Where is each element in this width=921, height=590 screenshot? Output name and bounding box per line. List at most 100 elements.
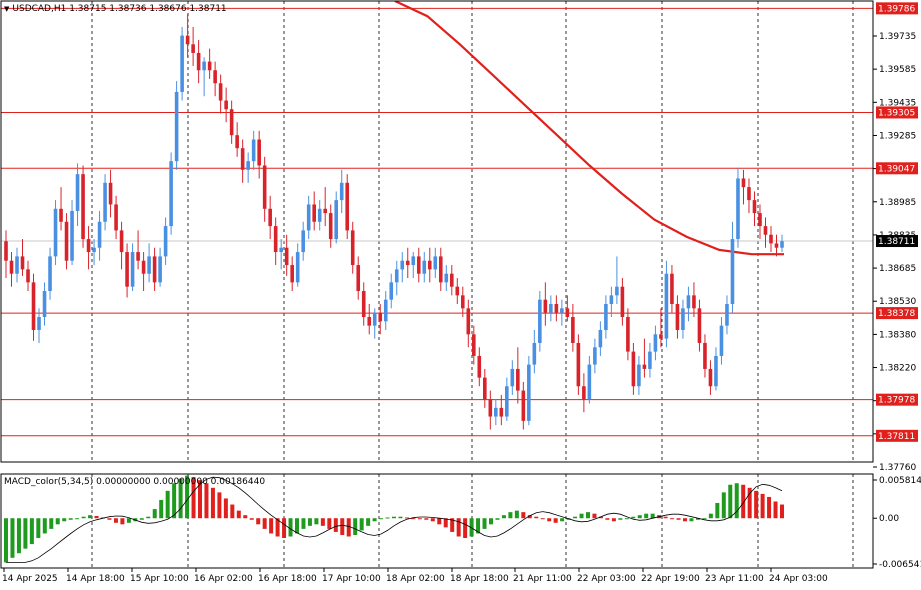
level-label-box xyxy=(876,106,918,119)
level-label-box xyxy=(876,2,918,15)
macd-bar xyxy=(767,496,772,519)
price-tick-label: 1.38530 xyxy=(879,297,916,307)
candle-body xyxy=(747,187,751,201)
candle-body xyxy=(108,182,113,205)
candle-body xyxy=(191,44,195,53)
candle-body xyxy=(224,100,228,110)
candle-body xyxy=(284,247,289,266)
price-panel-frame xyxy=(0,0,874,463)
price-tick-label: 1.38985 xyxy=(879,198,916,208)
dropdown-triangle-icon[interactable]: ▼ xyxy=(4,5,10,13)
candle-body xyxy=(631,351,636,387)
candle-body xyxy=(317,208,322,222)
macd-bar xyxy=(16,518,21,554)
macd-bar xyxy=(728,484,733,519)
symbol-header: ▼ USDCAD,H1 1.38715 1.38736 1.38676 1.387… xyxy=(4,4,227,14)
macd-bar xyxy=(42,518,47,534)
macd-bar xyxy=(94,515,99,519)
macd-bar xyxy=(747,487,752,519)
macd-bar xyxy=(521,512,526,519)
macd-bar xyxy=(269,518,274,534)
candle-body xyxy=(59,208,63,222)
candle-body xyxy=(158,256,162,283)
macd-bar xyxy=(417,518,422,520)
candle-body xyxy=(670,273,674,305)
macd-bar xyxy=(359,518,364,531)
macd-bar xyxy=(185,475,190,519)
candle-body xyxy=(372,312,377,326)
macd-bar xyxy=(307,518,312,526)
macd-bar xyxy=(223,498,228,519)
candle-body xyxy=(53,208,58,257)
macd-bar xyxy=(398,516,403,519)
level-label: 1.38378 xyxy=(878,309,915,319)
time-label: 18 Apr 18:00 xyxy=(450,574,509,584)
macd-bar xyxy=(598,516,603,519)
macd-bar xyxy=(159,499,164,519)
macd-bar xyxy=(4,518,8,563)
macd-bar xyxy=(495,518,500,520)
candle-body xyxy=(268,208,272,227)
candle-body xyxy=(499,407,504,417)
macd-bar xyxy=(385,517,390,519)
price-tick-label: 1.38220 xyxy=(879,364,916,374)
macd-bar xyxy=(49,518,54,529)
candle-body xyxy=(97,221,102,248)
macd-bar xyxy=(637,515,642,519)
macd-bar xyxy=(592,513,597,519)
macd-tick-label: 0.0058145 xyxy=(879,476,921,486)
candle-body xyxy=(730,239,735,305)
macd-bar xyxy=(760,493,765,519)
macd-bar xyxy=(683,518,687,522)
macd-bar xyxy=(204,483,209,519)
candle-body xyxy=(130,252,135,287)
macd-bar xyxy=(540,518,545,520)
macd-bar xyxy=(379,518,384,520)
candle-body xyxy=(648,351,652,369)
candle-body xyxy=(92,247,96,253)
macd-bar xyxy=(10,518,15,558)
candle-body xyxy=(708,368,713,387)
chart-grid xyxy=(91,1,854,568)
macd-bar xyxy=(314,518,319,525)
candle-body xyxy=(306,204,311,231)
candle-body xyxy=(196,52,201,71)
candle-body xyxy=(538,299,542,343)
time-label: 21 Apr 11:00 xyxy=(513,574,572,584)
macd-bar xyxy=(676,518,681,520)
current-price-box xyxy=(876,235,918,248)
macd-bar xyxy=(340,518,345,535)
candle-body xyxy=(246,161,250,170)
candle-body xyxy=(719,325,724,356)
candle-body xyxy=(455,286,460,296)
macd-bar xyxy=(456,518,461,537)
candle-body xyxy=(4,241,8,261)
macd-bar xyxy=(366,518,371,526)
candle-body xyxy=(488,399,493,417)
candle-body xyxy=(697,308,702,343)
level-label-box xyxy=(876,162,918,175)
price-candles xyxy=(4,13,784,430)
macd-bar xyxy=(81,516,86,519)
candle-body xyxy=(367,316,372,326)
candle-body xyxy=(741,178,746,188)
candle-body xyxy=(180,35,184,92)
macd-panel-frame xyxy=(0,473,874,569)
macd-bar xyxy=(670,518,675,520)
time-label: 15 Apr 10:00 xyxy=(130,574,189,584)
candle-body xyxy=(378,312,383,322)
macd-bar xyxy=(695,518,700,520)
candle-body xyxy=(361,291,366,317)
candle-body xyxy=(763,226,768,235)
candle-body xyxy=(136,252,140,261)
macd-bar xyxy=(68,518,73,520)
candle-body xyxy=(20,256,25,270)
macd-bar xyxy=(372,518,377,522)
candle-body xyxy=(527,364,531,421)
candle-body xyxy=(560,308,564,313)
candle-body xyxy=(637,364,641,387)
macd-bar xyxy=(353,518,358,535)
price-tick-label: 1.39735 xyxy=(879,32,916,42)
